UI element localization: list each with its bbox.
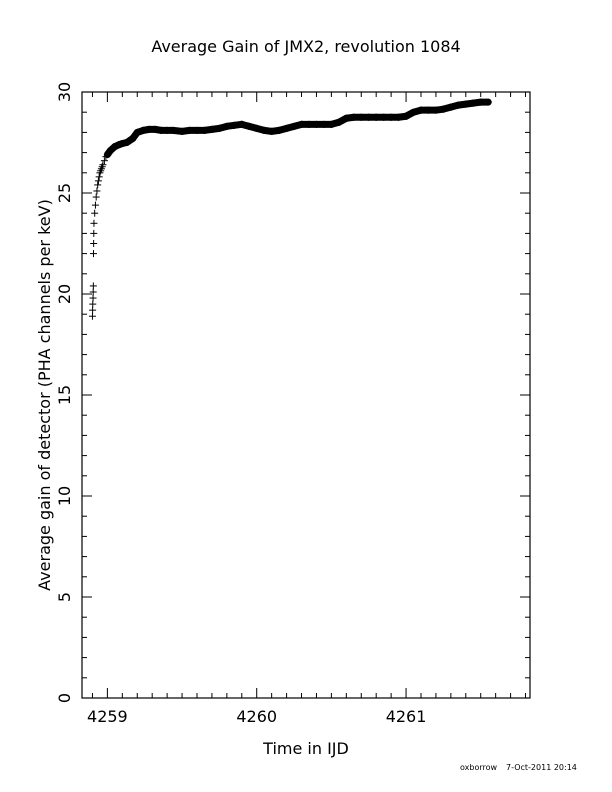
y-axis: 0 5 10 15 20 25 30 bbox=[55, 82, 530, 703]
footer-date: 7-Oct-2011 20:14 bbox=[506, 763, 577, 772]
data-point bbox=[90, 229, 98, 237]
y-tick-label: 15 bbox=[55, 385, 74, 405]
data-point bbox=[93, 187, 101, 195]
data-point bbox=[88, 312, 96, 320]
y-tick-label: 25 bbox=[55, 183, 74, 203]
plot-frame bbox=[81, 91, 531, 699]
data-point bbox=[92, 193, 100, 201]
x-tick-label: 4259 bbox=[87, 707, 128, 726]
y-tick-label: 20 bbox=[55, 284, 74, 304]
data-point bbox=[100, 157, 108, 165]
data-point bbox=[91, 209, 99, 217]
x-tick-label: 4260 bbox=[236, 707, 277, 726]
data-point bbox=[91, 201, 99, 209]
y-axis-label: Average gain of detector (PHA channels p… bbox=[35, 199, 54, 591]
data-point bbox=[89, 300, 97, 308]
data-point bbox=[99, 161, 107, 169]
data-point bbox=[89, 282, 97, 290]
data-point bbox=[89, 250, 97, 258]
data-point bbox=[89, 306, 97, 314]
x-axis: 4259 4260 4261 bbox=[87, 92, 527, 726]
x-axis-label: Time in IJD bbox=[262, 739, 349, 758]
data-point bbox=[90, 219, 98, 227]
x-tick-label: 4261 bbox=[386, 707, 427, 726]
data-point bbox=[94, 177, 102, 185]
data-point bbox=[484, 98, 492, 106]
footer-author: oxborrow bbox=[460, 763, 498, 772]
y-tick-label: 30 bbox=[55, 82, 74, 102]
y-tick-label: 5 bbox=[55, 592, 74, 602]
data-point bbox=[95, 173, 103, 181]
data-point bbox=[94, 181, 102, 189]
data-series bbox=[88, 98, 492, 320]
data-point bbox=[89, 288, 97, 296]
data-point bbox=[89, 294, 97, 302]
y-tick-label: 0 bbox=[55, 693, 74, 703]
y-tick-label: 10 bbox=[55, 486, 74, 506]
data-point bbox=[90, 240, 98, 247]
chart-title: Average Gain of JMX2, revolution 1084 bbox=[151, 37, 460, 56]
